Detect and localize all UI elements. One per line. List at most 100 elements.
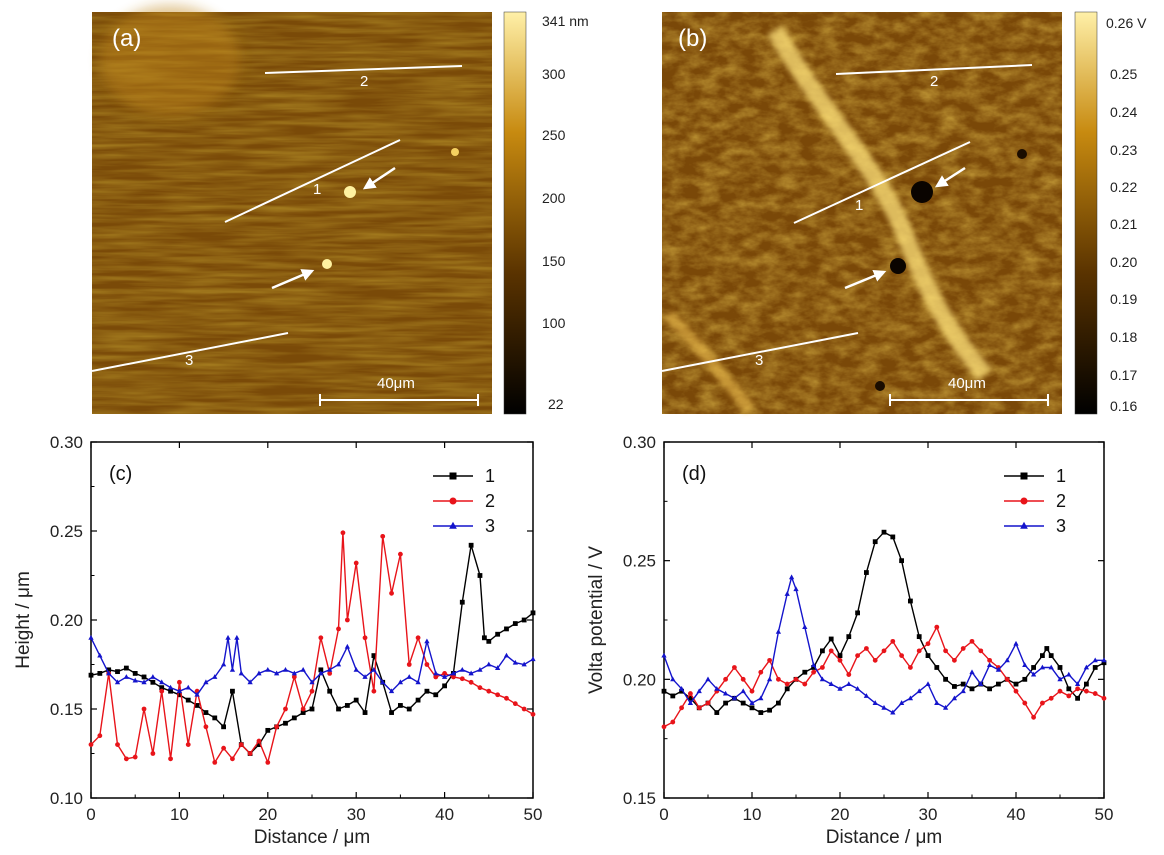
series-1-point (424, 688, 430, 694)
series-2-point (1101, 695, 1107, 701)
kpfm-bright-ridge (767, 25, 992, 381)
x-tick-label: 10 (743, 805, 762, 824)
series-3-point (530, 656, 536, 662)
series-2-point (159, 688, 165, 694)
series-1-point (362, 710, 368, 715)
series-2-point (265, 760, 271, 765)
series-1-point (908, 598, 913, 604)
colorbar-b-tick: 0.20 (1110, 254, 1137, 270)
colorbar-b-unit: 0.26 V (1106, 15, 1147, 31)
series-2-point (123, 756, 129, 762)
series-3-point (327, 666, 333, 672)
series-3-point (758, 695, 764, 701)
series-1-point (1044, 646, 1050, 651)
series-1-point (185, 697, 191, 703)
series-1-point (481, 635, 487, 641)
series-3-point (495, 665, 501, 670)
series-2-point (132, 754, 138, 760)
x-tick-label: 20 (831, 805, 850, 824)
y-axis-label: Height / μm (13, 571, 34, 669)
series-3-point (318, 670, 324, 676)
colorbar-b-tick: 0.23 (1110, 142, 1137, 158)
series-1-point (916, 634, 922, 640)
series-3-point (371, 666, 377, 672)
series-3-point (722, 690, 729, 696)
series-3-point (661, 652, 667, 658)
series-1-point (309, 706, 315, 712)
series-3-point (1101, 657, 1107, 663)
series-2-point (758, 669, 764, 675)
series-1-point (872, 539, 878, 545)
series-3-point (934, 700, 940, 705)
series-3-point (960, 688, 966, 694)
series-1-point (433, 692, 439, 698)
series-2-point (300, 706, 306, 712)
plot-frame (90, 441, 534, 799)
series-1-point (1031, 665, 1036, 670)
series-1-point (459, 599, 465, 605)
series-2-point (203, 724, 209, 730)
profile-label-1: 1 (313, 181, 321, 198)
colorbar-a-tick: 22 (548, 396, 564, 412)
series-1-point (194, 703, 200, 708)
series-3-point (291, 670, 297, 676)
series-3-point (986, 662, 993, 668)
colorbar-b-tick: 0.16 (1110, 398, 1137, 414)
series-2-point (353, 560, 359, 566)
series-2-point (828, 648, 834, 654)
series-1-point (283, 720, 288, 726)
series-2-point (793, 676, 799, 682)
profile-line-2 (835, 64, 1033, 75)
series-2-point (336, 626, 341, 632)
series-3-point (678, 685, 685, 691)
panel-a: (a) 2 1 3 40μm 341 nm 300 250 200 150 10… (91, 5, 589, 415)
series-2-point (1040, 700, 1045, 706)
series-3-point (256, 670, 262, 676)
series-2-point (1075, 686, 1080, 692)
scale-bar-label: 40μm (377, 375, 415, 392)
x-tick-label: 30 (347, 805, 366, 824)
profile-label-2: 2 (930, 73, 938, 90)
chart-c-height-profile: 0 10 20 30 40 50 0.10 0.15 0.20 0.25 0.30 Distance … (13, 433, 542, 848)
y-axis-label: Volta potential / V (586, 546, 607, 694)
series-1-line (663, 531, 1105, 714)
arrow-icon (271, 269, 315, 290)
series-3-point (1074, 681, 1081, 686)
series-1-point (1084, 681, 1089, 687)
series-3-point (766, 676, 773, 682)
series-1-point (811, 665, 816, 670)
series-1-point (415, 697, 421, 703)
series-2-point (732, 665, 737, 670)
series-2-point (837, 657, 843, 663)
series-2-point (451, 674, 456, 680)
profile-label-3: 3 (185, 352, 193, 369)
series-2-point (1092, 691, 1098, 696)
series-3-point (397, 679, 404, 685)
series-1-point (203, 710, 209, 715)
legend-marker (1020, 497, 1028, 505)
series-2-point (1013, 688, 1019, 694)
series-1-point (300, 710, 306, 715)
series-2-point (340, 530, 346, 536)
series-3-point (450, 670, 457, 676)
series-3-point (220, 661, 227, 667)
series-2-point (495, 692, 501, 698)
series-3-point (1066, 671, 1072, 677)
series-1-point (952, 684, 957, 689)
series-1-point (758, 710, 764, 715)
series-3-point (441, 674, 448, 679)
afm-particle (451, 148, 459, 156)
series-2-point (899, 653, 904, 658)
series-1-point (855, 610, 860, 616)
colorbar-a-tick: 100 (542, 315, 566, 331)
series-2-point (1084, 688, 1089, 694)
series-3-point (1022, 662, 1028, 668)
legend-marker (449, 497, 457, 505)
series-1-point (256, 742, 262, 747)
series-2-point (468, 679, 474, 685)
series-1-point (318, 667, 324, 673)
series-1-point (749, 705, 755, 711)
x-axis-label: Distance / μm (826, 827, 943, 848)
series-3-point (424, 638, 430, 644)
series-1-point (389, 710, 394, 715)
